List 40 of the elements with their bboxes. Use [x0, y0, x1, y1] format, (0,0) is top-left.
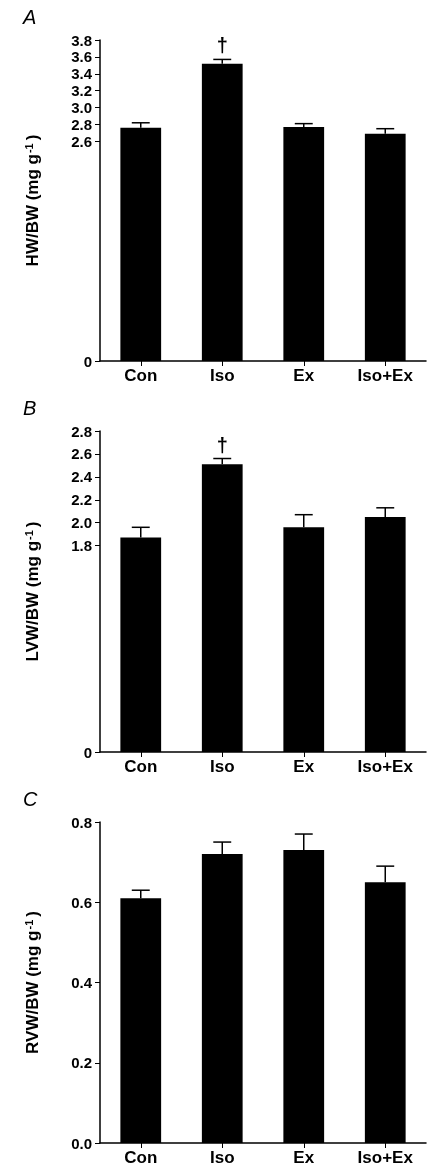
- y-tick-label: 3.4: [71, 65, 93, 83]
- y-tick-label: 2.0: [71, 514, 92, 532]
- y-tick-label: 0.6: [71, 893, 92, 911]
- y-axis-title: RVW/BW (mg g-1): [22, 911, 42, 1054]
- y-tick-label: 2.8: [71, 115, 92, 133]
- x-tick-label: Con: [124, 366, 158, 385]
- chart-title: C: [23, 788, 38, 810]
- y-tick-label: 0.0: [71, 1134, 92, 1152]
- y-tick-label: 0: [83, 743, 92, 761]
- y-tick-label: 2.4: [71, 468, 93, 486]
- annotation: †: [216, 433, 228, 456]
- y-tick-label: 2.2: [71, 491, 92, 509]
- y-tick-label: 1.8: [71, 537, 92, 555]
- y-tick-label: 3.8: [71, 31, 92, 49]
- x-tick-label: Iso: [209, 757, 235, 776]
- y-tick-label: 0: [83, 352, 92, 370]
- y-tick-label: 0.2: [71, 1054, 92, 1072]
- y-tick-label: 2.8: [71, 422, 92, 440]
- y-tick-label: 0.8: [71, 813, 92, 831]
- annotation: †: [216, 34, 228, 57]
- y-tick-label: 3.0: [71, 99, 92, 117]
- x-tick-label: Ex: [293, 757, 315, 776]
- x-tick-label: Iso: [209, 1148, 235, 1167]
- x-tick-label: Ex: [293, 1148, 315, 1167]
- x-tick-label: Iso+Ex: [357, 366, 414, 385]
- x-tick-label: Ex: [293, 366, 315, 385]
- y-axis-title: HW/BW (mg g-1): [22, 134, 42, 267]
- y-tick-label: 2.6: [71, 132, 92, 150]
- y-axis-title: LVW/BW (mg g-1): [22, 521, 42, 662]
- y-tick-label: 0.4: [71, 974, 93, 991]
- y-tick-label: 3.2: [71, 82, 92, 100]
- x-tick-label: Iso: [209, 366, 235, 385]
- x-tick-label: Iso+Ex: [357, 1148, 414, 1167]
- x-tick-label: Con: [124, 757, 158, 776]
- x-tick-label: Con: [124, 1148, 158, 1167]
- chart-title: B: [23, 397, 37, 419]
- x-tick-label: Iso+Ex: [357, 757, 414, 776]
- chart-title: A: [22, 6, 37, 28]
- y-tick-label: 2.6: [71, 445, 92, 463]
- y-tick-label: 3.6: [71, 48, 92, 66]
